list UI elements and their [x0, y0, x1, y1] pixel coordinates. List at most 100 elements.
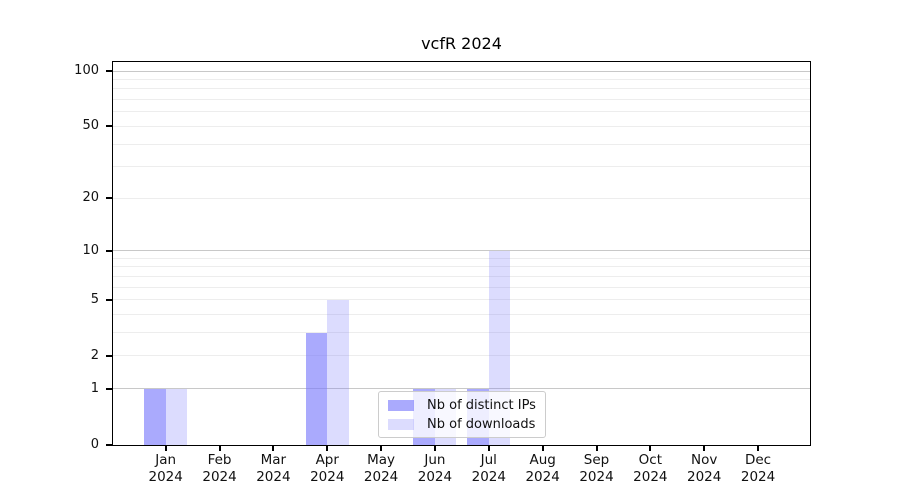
x-tick-mark-feb: [218, 446, 221, 451]
y-tick-label-100: 100: [74, 63, 99, 79]
legend-label-distinct-ips: Nb of distinct IPs: [427, 397, 536, 413]
bar-downloads-apr: [327, 299, 349, 445]
y-gridline-minor-60: [113, 111, 810, 113]
y-gridline-minor-90: [113, 79, 810, 81]
x-label-year-feb: 2024: [202, 468, 237, 485]
x-label-month-may: May: [367, 452, 396, 468]
x-label-year-may: 2024: [363, 468, 399, 485]
y-tick-label-5: 5: [90, 291, 99, 307]
y-tick-label-1: 1: [90, 380, 99, 396]
y-gridline-minor-80: [113, 88, 810, 90]
y-tick-mark-100: [106, 70, 112, 73]
y-gridline-minor-8: [113, 266, 810, 268]
x-label-month-feb: Feb: [207, 452, 232, 468]
y-gridline-minor-5: [113, 299, 810, 301]
bars-layer: [113, 62, 810, 445]
legend-swatch-distinct-ips: [388, 399, 414, 411]
x-tick-label-nov: Nov 2024: [674, 452, 734, 485]
y-gridline-minor-70: [113, 99, 810, 101]
legend-label-downloads: Nb of downloads: [427, 416, 536, 432]
y-gridline-major-10: [113, 250, 810, 252]
x-label-month-apr: Apr: [315, 452, 339, 468]
y-gridline-minor-30: [113, 166, 810, 168]
y-gridline-minor-50: [113, 125, 810, 127]
x-tick-label-jun: Jun 2024: [405, 452, 465, 485]
x-tick-mark-mar: [272, 446, 275, 451]
x-label-month-mar: Mar: [260, 452, 287, 468]
x-label-month-oct: Oct: [638, 452, 663, 468]
x-label-year-oct: 2024: [633, 468, 668, 485]
chart-title: vcfR 2024: [421, 34, 502, 53]
x-label-month-dec: Dec: [744, 452, 772, 468]
x-label-month-sep: Sep: [583, 452, 610, 468]
x-tick-mark-nov: [703, 446, 706, 451]
x-tick-label-oct: Oct 2024: [620, 452, 680, 485]
x-tick-label-dec: Dec 2024: [728, 452, 788, 485]
x-label-year-aug: 2024: [525, 468, 560, 485]
y-gridline-minor-40: [113, 143, 810, 145]
y-tick-mark-20: [106, 197, 112, 200]
x-label-year-nov: 2024: [687, 468, 722, 485]
y-gridline-minor-3: [113, 332, 810, 334]
x-tick-mark-aug: [541, 446, 544, 451]
x-tick-mark-jul: [487, 446, 490, 451]
legend-swatch-downloads: [388, 418, 414, 430]
x-label-year-sep: 2024: [579, 468, 614, 485]
x-tick-label-apr: Apr 2024: [297, 452, 357, 485]
x-label-year-mar: 2024: [256, 468, 291, 485]
x-tick-label-aug: Aug 2024: [513, 452, 573, 485]
y-gridline-major-1: [113, 388, 810, 390]
x-label-year-apr: 2024: [310, 468, 345, 485]
y-tick-label-10: 10: [82, 242, 99, 258]
x-tick-mark-sep: [595, 446, 598, 451]
plot-border: [111, 60, 811, 446]
x-label-year-jun: 2024: [417, 468, 453, 485]
x-label-year-jul: 2024: [471, 468, 506, 485]
x-tick-mark-apr: [326, 446, 329, 451]
y-gridline-minor-7: [113, 276, 810, 278]
gridlines-layer: [113, 62, 810, 445]
y-gridline-minor-2: [113, 355, 810, 357]
x-tick-label-feb: Feb 2024: [190, 452, 250, 485]
x-label-year-dec: 2024: [740, 468, 776, 485]
x-tick-mark-may: [380, 446, 383, 451]
legend-item-distinct-ips: Nb of distinct IPs: [388, 397, 536, 413]
plot-area: Nb of distinct IPs Nb of downloads: [113, 62, 810, 445]
x-label-month-jun: Jun: [424, 452, 446, 468]
x-tick-mark-dec: [757, 446, 760, 451]
y-gridline-minor-4: [113, 314, 810, 316]
y-tick-mark-10: [106, 249, 112, 252]
bar-distinct-ips-apr: [305, 332, 328, 445]
x-tick-label-sep: Sep 2024: [567, 452, 627, 485]
y-tick-mark-1: [106, 387, 112, 390]
y-tick-mark-0: [106, 444, 112, 446]
y-tick-label-50: 50: [82, 118, 99, 134]
y-gridline-minor-9: [113, 257, 810, 259]
y-tick-mark-2: [106, 354, 112, 357]
y-tick-label-20: 20: [82, 190, 99, 206]
y-gridline-major-100: [113, 70, 810, 72]
x-label-month-jan: Jan: [155, 452, 177, 468]
x-tick-mark-oct: [649, 446, 652, 451]
bar-distinct-ips-jan: [144, 388, 166, 445]
legend-item-downloads: Nb of downloads: [388, 416, 536, 432]
x-label-month-nov: Nov: [691, 452, 718, 468]
x-tick-label-may: May 2024: [351, 452, 411, 485]
x-tick-mark-jan: [164, 446, 167, 451]
legend: Nb of distinct IPs Nb of downloads: [378, 391, 546, 438]
x-tick-label-jul: Jul 2024: [459, 452, 519, 485]
x-label-month-jul: Jul: [480, 452, 497, 468]
x-tick-label-jan: Jan 2024: [136, 452, 196, 485]
x-tick-label-mar: Mar 2024: [243, 452, 303, 485]
y-gridline-minor-6: [113, 286, 810, 288]
x-tick-mark-jun: [433, 446, 436, 451]
bar-downloads-jan: [165, 388, 188, 445]
x-label-month-aug: Aug: [529, 452, 556, 468]
y-tick-mark-5: [106, 298, 112, 301]
x-label-year-jan: 2024: [148, 468, 183, 485]
y-tick-label-2: 2: [90, 347, 99, 363]
y-tick-label-0: 0: [90, 437, 99, 452]
y-gridline-minor-20: [113, 197, 810, 199]
y-tick-mark-50: [106, 125, 112, 128]
